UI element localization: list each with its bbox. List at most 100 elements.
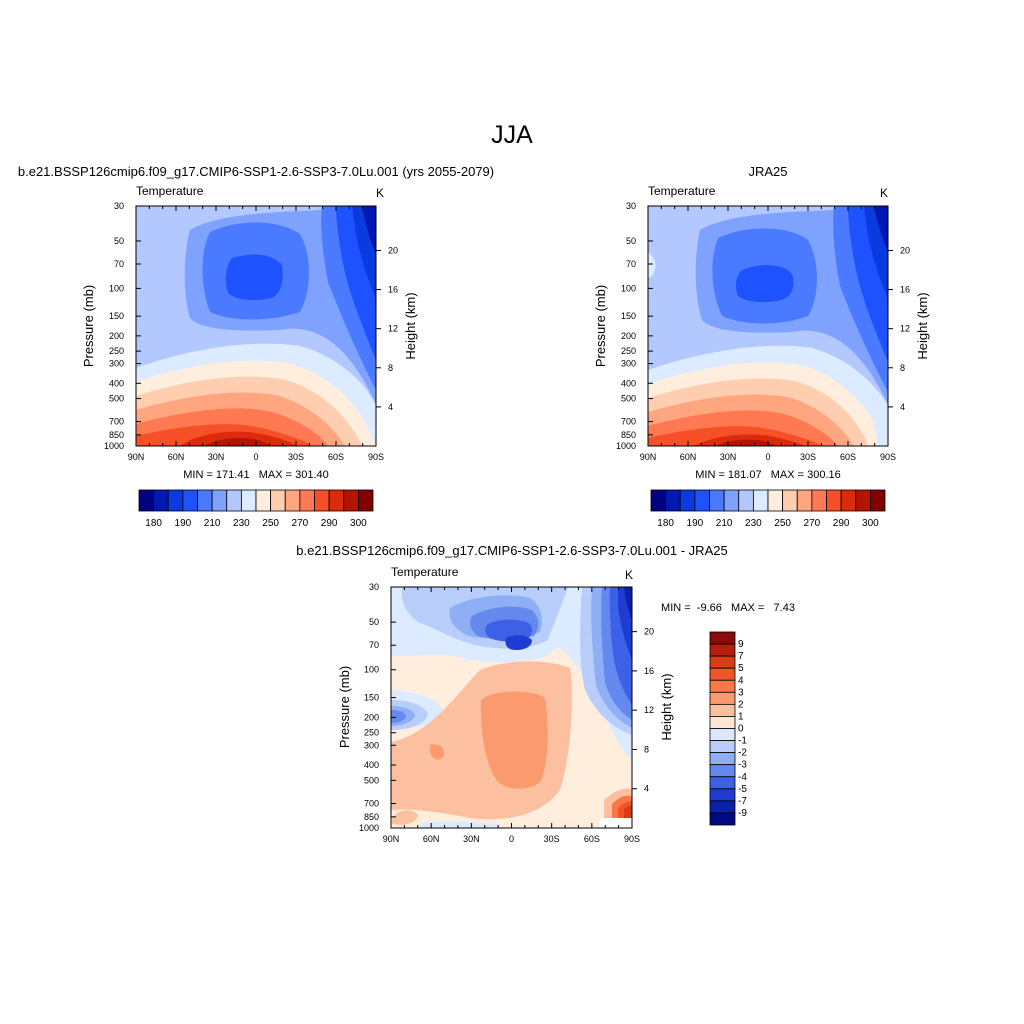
variable-label: Temperature	[136, 184, 204, 198]
colorbar-label: 4	[738, 675, 744, 686]
colorbar-label: 230	[233, 518, 250, 529]
y-tick-label: 200	[109, 331, 124, 341]
colorbar-swatch	[709, 489, 725, 512]
units-label: K	[880, 186, 888, 200]
colorbar-swatch	[314, 489, 330, 512]
contour-region	[362, 206, 376, 255]
x-tick-label: 90N	[128, 452, 145, 462]
y-tick-label: 250	[364, 728, 379, 738]
y-tick-label: 250	[109, 346, 124, 356]
colorbar-swatch	[767, 489, 784, 512]
contour-field	[136, 206, 376, 446]
x-tick-label: 90N	[640, 452, 657, 462]
y-tick-label: 1000	[616, 441, 636, 451]
colorbar-label: -7	[738, 796, 747, 807]
y-tick-label: 30	[369, 582, 379, 592]
panel-reanalysis: JRA25 Temperature K 90N 60N 30N 0 30S 60S 90S 3…	[593, 164, 930, 529]
y-tick-label: 30	[626, 201, 636, 211]
colorbar-swatch	[709, 631, 736, 645]
colorbar-label: 3	[738, 687, 744, 698]
colorbar-label: 250	[262, 518, 279, 529]
y-right-tick-label: 12	[900, 324, 910, 334]
y-right-tick-label: 4	[388, 402, 393, 412]
colorbar-label: 0	[738, 724, 744, 735]
colorbar-swatch	[650, 489, 667, 512]
colorbar-label: 300	[862, 518, 879, 529]
units-label: K	[625, 568, 633, 582]
contour-region	[505, 635, 532, 650]
colorbar-swatch	[709, 728, 736, 741]
y-right-tick-label: 12	[644, 705, 654, 715]
y-tick-label: 850	[621, 430, 636, 440]
colorbar-label: 290	[321, 518, 338, 529]
colorbar-swatch	[796, 489, 813, 512]
colorbar-label: 210	[716, 518, 733, 529]
y-tick-label: 70	[369, 640, 379, 650]
contour-region	[648, 252, 656, 278]
y-axis-label-right: Height (km)	[659, 673, 674, 740]
y-tick-label: 150	[621, 311, 636, 321]
colorbar-swatch	[826, 489, 842, 512]
y-tick-label: 850	[109, 430, 124, 440]
colorbar-swatch	[709, 655, 736, 669]
y-right-tick-label: 20	[388, 245, 398, 255]
y-right-tick-label: 16	[644, 666, 654, 676]
y-tick-label: 500	[621, 394, 636, 404]
panel-title: b.e21.BSSP126cmip6.f09_g17.CMIP6-SSP1-2.…	[296, 543, 727, 558]
contour-region	[420, 821, 500, 828]
colorbar-swatch	[782, 489, 798, 512]
colorbar-label: 1	[738, 711, 744, 722]
colorbar-swatch	[709, 643, 736, 657]
contour-region	[430, 744, 445, 760]
variable-label: Temperature	[391, 565, 459, 579]
y-axis-label: Pressure (mb)	[593, 285, 608, 367]
colorbar-label: 290	[833, 518, 850, 529]
panel-title: JRA25	[748, 164, 787, 179]
colorbar-label: -9	[738, 808, 747, 819]
colorbar-swatch	[811, 489, 827, 512]
colorbar-swatch	[709, 703, 736, 717]
colorbar-label: 270	[292, 518, 309, 529]
x-tick-label: 30S	[544, 834, 560, 844]
x-tick-label: 90N	[383, 834, 400, 844]
colorbar-swatch	[694, 489, 710, 512]
axes: 90N 60N 30N 0 30S 60S 90S 30 50 70 100 150 200 250 300…	[104, 201, 398, 462]
y-tick-label: 700	[621, 417, 636, 427]
y-tick-label: 300	[621, 359, 636, 369]
y-tick-label: 200	[364, 712, 379, 722]
colorbar-swatch	[299, 489, 315, 512]
contour-region	[225, 254, 283, 301]
y-tick-label: 30	[114, 201, 124, 211]
min-max-stats: MIN = 181.07 MAX = 300.16	[695, 469, 841, 481]
y-tick-label: 700	[364, 798, 379, 808]
colorbar-swatch	[723, 489, 740, 512]
colorbar-swatch	[752, 489, 769, 512]
axes: 90N 60N 30N 0 30S 60S 90S 30 50 70 100 150 200 250 300…	[359, 582, 654, 844]
panel-model: b.e21.BSSP126cmip6.f09_g17.CMIP6-SSP1-2.…	[18, 164, 494, 529]
colorbar-swatch	[211, 489, 228, 512]
colorbar-swatch	[855, 489, 871, 512]
y-right-tick-label: 8	[388, 363, 393, 373]
colorbar-swatch	[284, 489, 301, 512]
y-tick-label: 500	[364, 775, 379, 785]
colorbar-swatch	[665, 489, 681, 512]
colorbar-swatch	[738, 489, 754, 512]
y-axis-label: Pressure (mb)	[337, 666, 352, 748]
y-right-tick-label: 16	[388, 285, 398, 295]
colorbar-swatch	[709, 812, 736, 826]
contour-region	[874, 206, 888, 252]
colorbar-swatch	[709, 716, 736, 729]
y-right-tick-label: 8	[644, 744, 649, 754]
colorbar-swatch	[138, 489, 155, 512]
x-tick-label: 60N	[168, 452, 185, 462]
y-axis-label-right: Height (km)	[915, 292, 930, 359]
y-right-tick-label: 8	[900, 363, 905, 373]
colorbar-label: 210	[204, 518, 221, 529]
x-tick-label: 60S	[328, 452, 344, 462]
y-tick-label: 100	[109, 283, 124, 293]
panel-title: b.e21.BSSP126cmip6.f09_g17.CMIP6-SSP1-2.…	[18, 164, 494, 179]
x-tick-label: 30N	[463, 834, 480, 844]
colorbar-label: -2	[738, 748, 747, 759]
contour-region	[735, 265, 794, 303]
y-tick-label: 100	[364, 665, 379, 675]
